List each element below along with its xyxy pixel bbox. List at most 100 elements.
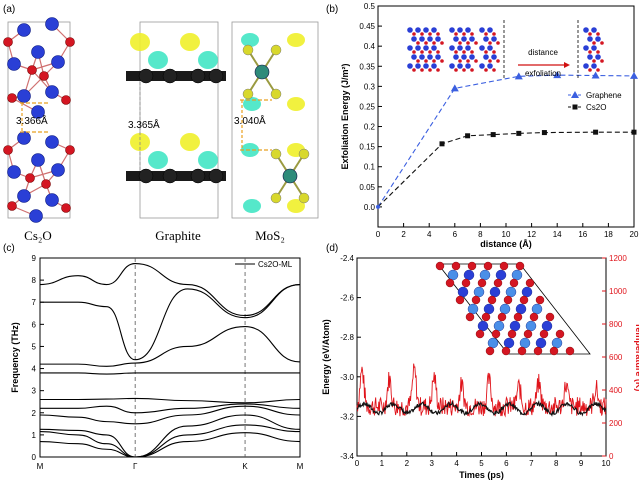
inset-cs-atom	[479, 45, 485, 51]
y-tick-label: 0.15	[359, 143, 375, 152]
cs-atom	[45, 17, 59, 31]
inset-o-atom	[519, 295, 529, 305]
y-tick-label: 0.0	[364, 203, 376, 212]
inset-o-atom	[592, 41, 596, 45]
inset-cs-atom	[449, 63, 455, 69]
cs-atom	[45, 193, 59, 207]
inset-o-atom	[432, 41, 436, 45]
inset-o-atom	[462, 68, 466, 72]
inset-o-atom	[416, 59, 420, 63]
inset-o-atom	[470, 50, 474, 54]
x-tick-label: 2	[401, 230, 406, 239]
graphene-point	[591, 71, 600, 79]
x-tick-label: 6	[504, 459, 509, 468]
o-atom	[39, 71, 49, 81]
y-tick-label: -2.8	[340, 333, 354, 342]
inset-cs-atom	[415, 27, 421, 33]
x-tick-label: 4	[427, 230, 432, 239]
inset-exfoliation-label: exfoliation	[525, 69, 561, 78]
inset-o-atom	[545, 312, 555, 322]
y-tick-label: 2	[32, 409, 37, 418]
inset-o-atom	[424, 59, 428, 63]
graphene-point	[514, 72, 523, 80]
x-tick-label: 6	[453, 230, 458, 239]
md-structure-inset	[435, 261, 591, 356]
inset-o-atom	[501, 346, 511, 356]
inset-cs-atom	[587, 36, 593, 42]
inset-cs-atom	[483, 36, 489, 42]
x-tick-label: 10	[502, 230, 511, 239]
inset-o-atom	[466, 41, 470, 45]
o-atom	[3, 145, 13, 155]
legend: Graphene Cs2O	[568, 91, 622, 112]
inset-cs-atom	[407, 45, 413, 51]
inset-cs-atom	[453, 54, 459, 60]
y2-tick-label: 400	[609, 386, 623, 395]
y-tick-label: -2.4	[340, 254, 354, 263]
inset-o-atom	[440, 59, 444, 63]
inset-cs-atom	[473, 286, 485, 298]
y-tick-label: 0.05	[359, 183, 375, 192]
inset-cs-atom	[415, 63, 421, 69]
electron-density-blob	[180, 33, 200, 51]
s-atom	[242, 88, 254, 100]
carbon-atom	[162, 168, 178, 184]
inset-cs-atom	[431, 27, 437, 33]
inset-o-atom	[596, 68, 600, 72]
inset-o-atom	[484, 32, 488, 36]
electron-density-blob	[287, 97, 305, 111]
inset-o-atom	[496, 41, 500, 45]
inset-o-atom	[428, 50, 432, 54]
inset-o-atom	[596, 32, 600, 36]
inset-cs-atom	[591, 63, 597, 69]
inset-o-atom	[485, 346, 495, 356]
electron-density-blob	[198, 151, 218, 169]
cs2o-distance-label: 3.366Å	[16, 114, 48, 127]
y2-tick-label: 0	[609, 452, 614, 461]
y-tick-label: 5	[32, 342, 37, 351]
cs2o-point	[490, 132, 496, 138]
carbon-atom	[190, 68, 206, 84]
x-tick-label: 9	[579, 459, 584, 468]
inset-o-atom	[535, 295, 545, 305]
inset-cs-atom	[419, 36, 425, 42]
panel-a-label: (a)	[3, 4, 15, 15]
inset-o-atom	[420, 68, 424, 72]
legend-label-graphene: Graphene	[586, 91, 622, 100]
cs-atom	[31, 45, 45, 59]
cs-atom	[45, 85, 59, 99]
inset-o-atom	[451, 261, 461, 271]
y-axis-label: Energy (eV/Atom)	[321, 319, 331, 395]
inset-o-atom	[458, 41, 462, 45]
electron-density-blob	[243, 199, 261, 213]
inset-o-atom	[462, 50, 466, 54]
inset-o-atom	[445, 278, 455, 288]
electron-density-blob	[241, 33, 259, 47]
o-atom	[27, 65, 37, 75]
inset-cs-atom	[515, 303, 527, 315]
o-atom	[25, 173, 35, 183]
inset-o-atom	[588, 68, 592, 72]
inset-cs-atom	[435, 36, 441, 42]
panel-b: (b) 0 2 4 6 8 10 12 14 16 18 20 0.0 0.05 0.1 0.15 0.2 0.…	[326, 2, 639, 249]
inset-cs-atom	[453, 36, 459, 42]
inset-o-atom	[600, 41, 604, 45]
inset-cs-atom	[521, 286, 533, 298]
mos2-cell-outline	[231, 21, 319, 219]
inset-cs-atom	[591, 45, 597, 51]
origin-point	[376, 204, 380, 209]
x-tick-label: 7	[529, 459, 534, 468]
y-tick-label: 8	[32, 276, 37, 285]
inset-o-atom	[539, 329, 549, 339]
inset-cs-atom	[505, 286, 517, 298]
inset-o-atom	[565, 346, 575, 356]
cs-atom	[31, 105, 45, 119]
x-tick-label: 20	[630, 230, 639, 239]
inset-cs-atom	[419, 54, 425, 60]
graphite-distance-label: 3.365Å	[128, 118, 160, 131]
y-tick-label: -2.6	[340, 294, 354, 303]
s-atom	[270, 44, 282, 56]
phonon-band	[39, 432, 301, 458]
legend-marker-graphene	[571, 91, 579, 98]
